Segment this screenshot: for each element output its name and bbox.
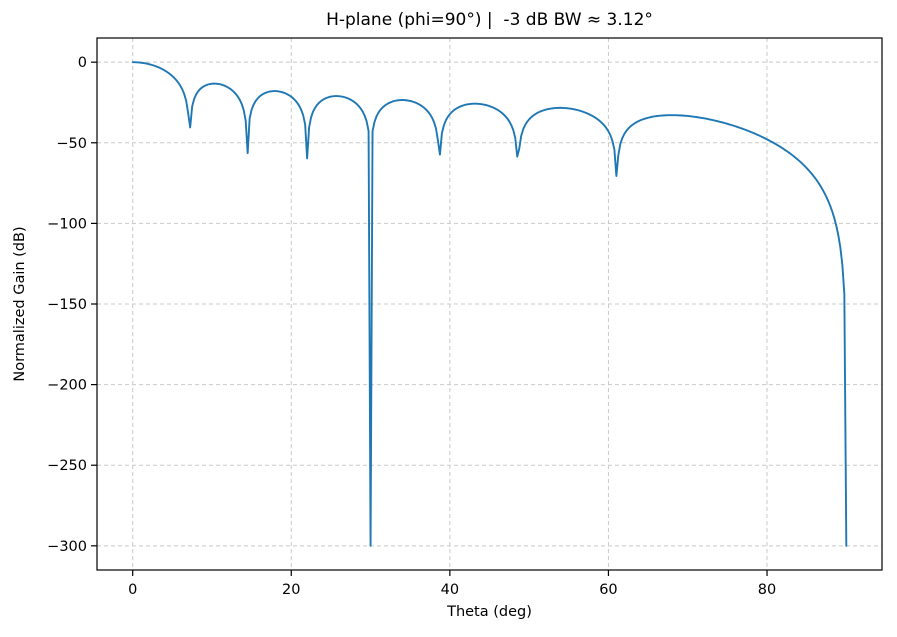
axes-frame — [96, 37, 883, 571]
x-tick-label: 40 — [441, 582, 459, 598]
y-tick-label: 0 — [78, 55, 87, 71]
chart-title: H-plane (phi=90°) | -3 dB BW ≈ 3.12° — [326, 10, 653, 30]
y-tick-label: −200 — [47, 378, 87, 394]
x-tick-label: 20 — [282, 582, 300, 598]
y-tick-label: −250 — [47, 458, 87, 474]
x-tick-label: 80 — [758, 582, 776, 598]
y-tick-label: −100 — [47, 216, 87, 232]
x-tick-label: 60 — [599, 582, 617, 598]
y-tick-label: −300 — [47, 539, 87, 555]
x-axis-label: Theta (deg) — [447, 604, 532, 620]
x-tick-label: 0 — [128, 582, 137, 598]
gain-curve — [131, 61, 848, 547]
y-tick-label: −50 — [56, 136, 87, 152]
y-tick-label: −150 — [47, 297, 87, 313]
